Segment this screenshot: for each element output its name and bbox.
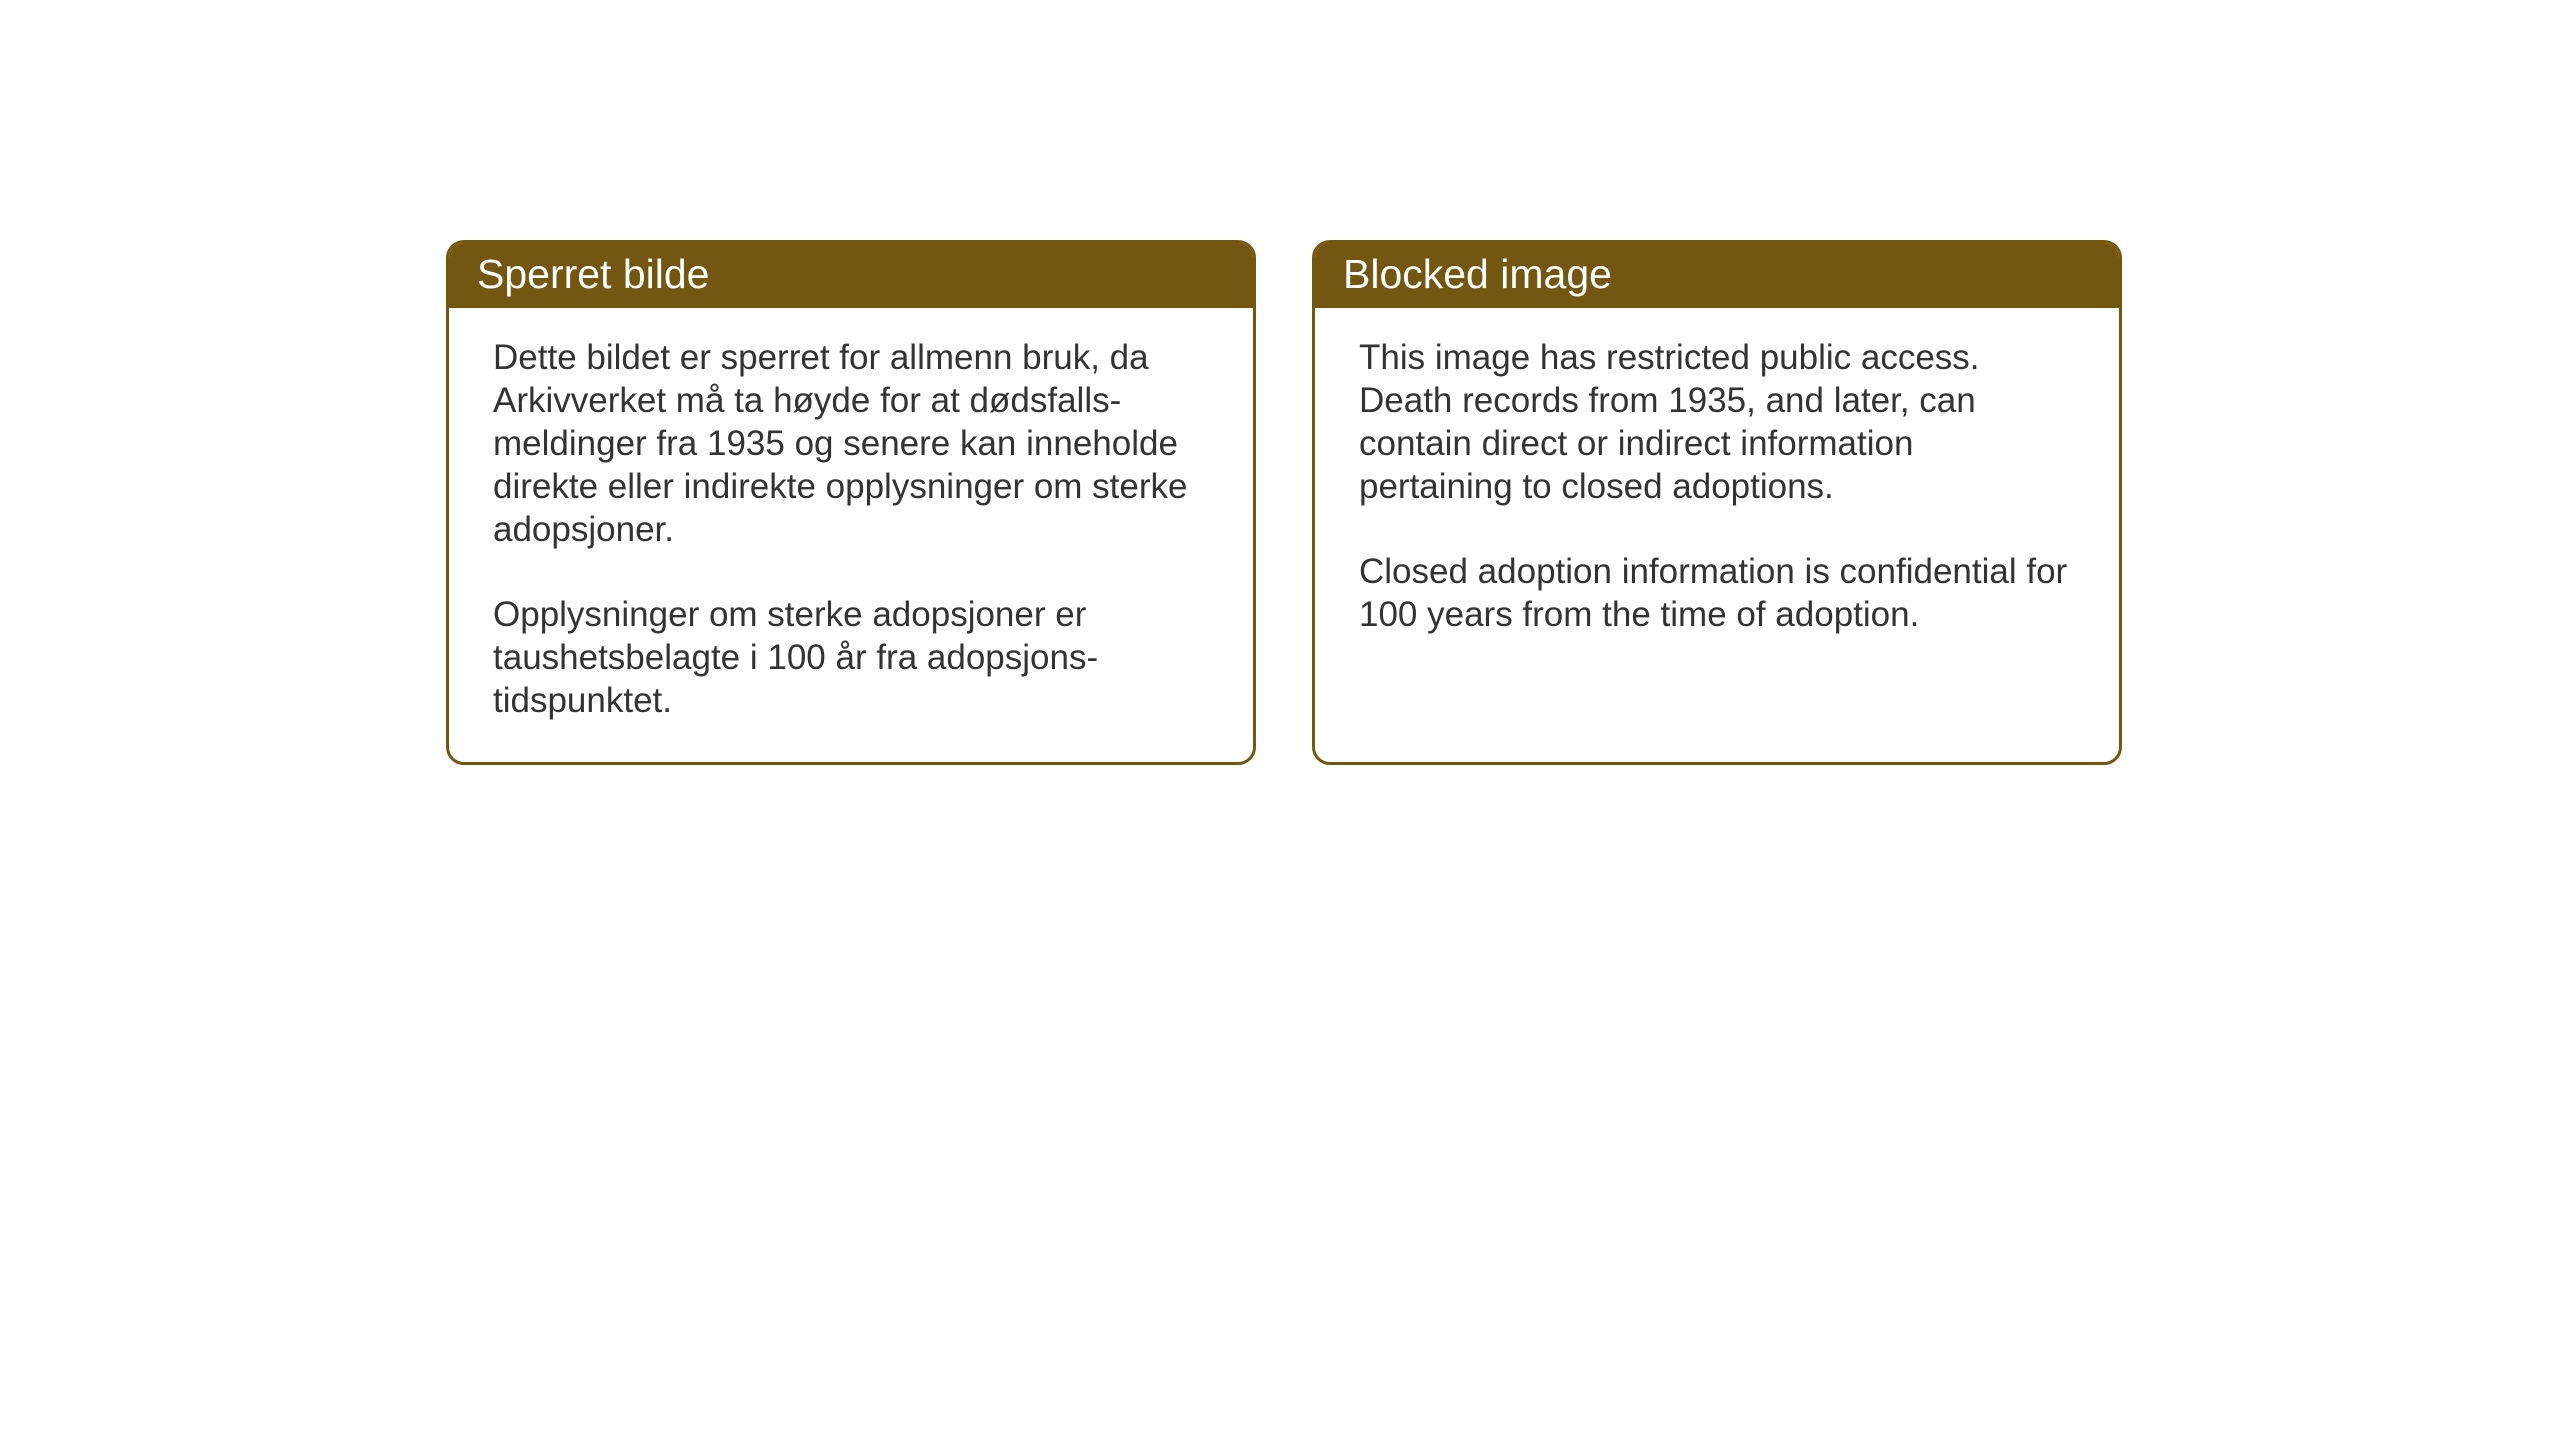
card-header-norwegian: Sperret bilde [449, 243, 1253, 308]
paragraph-1-norwegian: Dette bildet er sperret for allmenn bruk… [493, 336, 1209, 551]
paragraph-1-english: This image has restricted public access.… [1359, 336, 2075, 508]
card-title-norwegian: Sperret bilde [477, 251, 709, 297]
card-body-norwegian: Dette bildet er sperret for allmenn bruk… [449, 308, 1253, 762]
card-body-english: This image has restricted public access.… [1315, 308, 2119, 676]
notice-card-english: Blocked image This image has restricted … [1312, 240, 2122, 765]
card-header-english: Blocked image [1315, 243, 2119, 308]
paragraph-2-norwegian: Opplysninger om sterke adopsjoner er tau… [493, 593, 1209, 722]
notice-card-norwegian: Sperret bilde Dette bildet er sperret fo… [446, 240, 1256, 765]
paragraph-2-english: Closed adoption information is confident… [1359, 550, 2075, 636]
notice-container: Sperret bilde Dette bildet er sperret fo… [446, 240, 2122, 765]
card-title-english: Blocked image [1343, 251, 1612, 297]
